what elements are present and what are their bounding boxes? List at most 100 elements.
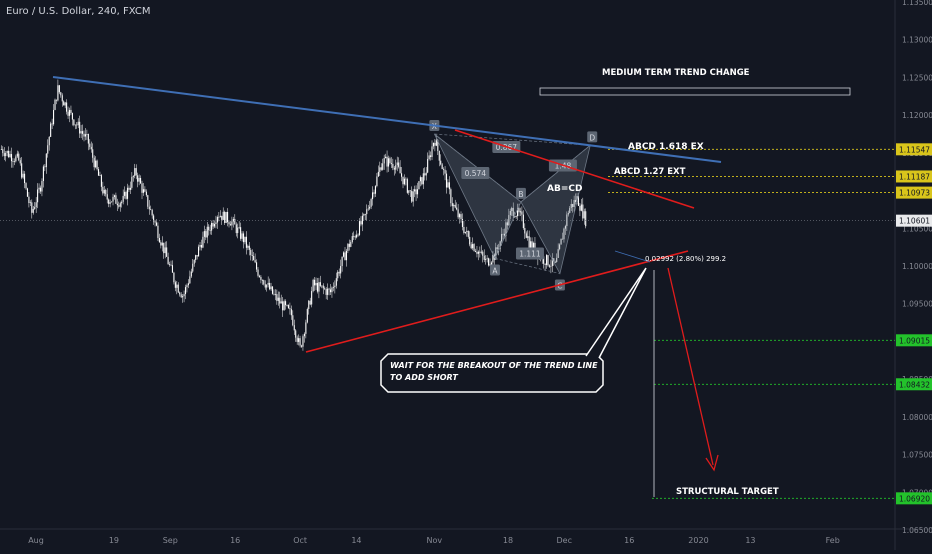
candle-body [409, 190, 411, 192]
candle-body [190, 271, 192, 277]
candle-body [419, 177, 421, 182]
time-tick-label: Sep [163, 536, 178, 545]
candle-body [254, 260, 256, 263]
abcd-1618-label: ABCD 1.618 EX [628, 142, 704, 152]
candle-body [158, 237, 160, 243]
candle-body [321, 285, 323, 287]
time-axis[interactable]: Aug 19 Sep 16 Oct 14 Nov 18 Dec 16 2020 13 Feb [28, 536, 840, 545]
candle-body [235, 224, 237, 234]
candle-body [18, 153, 20, 161]
candle-body [154, 221, 156, 223]
candle-body [266, 284, 268, 288]
candle-body [573, 199, 575, 207]
candle-body [135, 168, 137, 176]
candle-body [335, 278, 337, 286]
candle-body [444, 169, 446, 174]
candle-body [575, 199, 577, 203]
price-level-tag-label: 1.06920 [899, 494, 930, 503]
time-tick-label: Nov [427, 536, 443, 545]
candle-body [360, 221, 362, 225]
candle-body [161, 242, 163, 246]
candle-body [367, 208, 369, 210]
candle-body [61, 95, 63, 102]
candle-body [64, 102, 66, 106]
candle-body [490, 262, 493, 265]
candle-body [102, 186, 104, 194]
candle-body [343, 252, 345, 257]
time-tick-label: Aug [28, 536, 44, 545]
candle-body [151, 209, 153, 216]
candle-body [432, 142, 435, 147]
candle-body [434, 142, 436, 146]
candle-body [398, 162, 400, 167]
price-axis[interactable]: 1.135001.130001.125001.120001.115001.110… [896, 0, 932, 535]
candle-body [482, 251, 484, 256]
candle-body [376, 176, 378, 187]
candle-body [3, 153, 5, 157]
candle-body [382, 163, 384, 170]
candle-body [366, 209, 368, 215]
candle-body [198, 246, 200, 257]
price-level-tag-label: 1.11547 [899, 145, 930, 154]
candle-body [169, 264, 171, 265]
candle-body [134, 168, 136, 176]
candle-body [153, 215, 155, 222]
measure-label: 0.02992 (2.80%) 299.2 [645, 255, 726, 263]
price-level-tag [896, 492, 932, 505]
price-tick-label: 1.12500 [902, 73, 932, 82]
candle-body [229, 224, 232, 226]
candle-body [530, 241, 532, 248]
candle-body [121, 201, 123, 204]
candle-body [105, 190, 107, 195]
candle-body [563, 228, 565, 240]
candle-body [205, 231, 207, 238]
candle-body [344, 252, 346, 261]
candle-body [44, 166, 46, 168]
candle-body [350, 241, 352, 247]
candle-body [53, 109, 55, 125]
candle-body [505, 222, 507, 236]
candle-body [374, 186, 377, 194]
time-tick-label: Dec [557, 536, 572, 545]
candle-body [450, 189, 452, 204]
candle-body [585, 211, 587, 227]
candle-body [274, 294, 276, 295]
price-level-tag-label: 1.11187 [899, 172, 930, 181]
candle-body [496, 247, 498, 249]
candle-body [296, 337, 298, 342]
candle-body [280, 301, 282, 304]
candle-body [428, 155, 430, 159]
candle-body [142, 189, 145, 193]
price-tick-label: 1.12000 [902, 111, 932, 120]
callout-line-1: WAIT FOR THE BREAKOUT OF THE TREND LINE [390, 361, 598, 370]
candle-body [467, 230, 469, 237]
candle-body [232, 218, 234, 222]
candle-body [8, 150, 10, 158]
candle-body [145, 191, 147, 196]
candle-body [270, 286, 272, 290]
candle-body [131, 176, 133, 188]
candle-body [21, 163, 23, 178]
candle-body [377, 171, 379, 177]
candle-body [115, 195, 117, 204]
candle-body [472, 244, 474, 249]
candle-body [517, 208, 519, 217]
candle-body [166, 247, 168, 257]
candle-body [512, 207, 514, 217]
candle-body [309, 300, 311, 305]
candle-body [303, 333, 305, 337]
current-price-label: 1.10601 [899, 217, 930, 226]
candle-body [41, 181, 43, 192]
price-tick-label: 1.09500 [902, 300, 932, 309]
candle-body [424, 173, 426, 176]
candle-body [373, 192, 375, 194]
price-tick-label: 1.13500 [902, 0, 932, 7]
candle-body [28, 196, 30, 204]
candle-body [84, 134, 87, 137]
candle-body [566, 214, 568, 227]
candle-body [312, 279, 314, 292]
